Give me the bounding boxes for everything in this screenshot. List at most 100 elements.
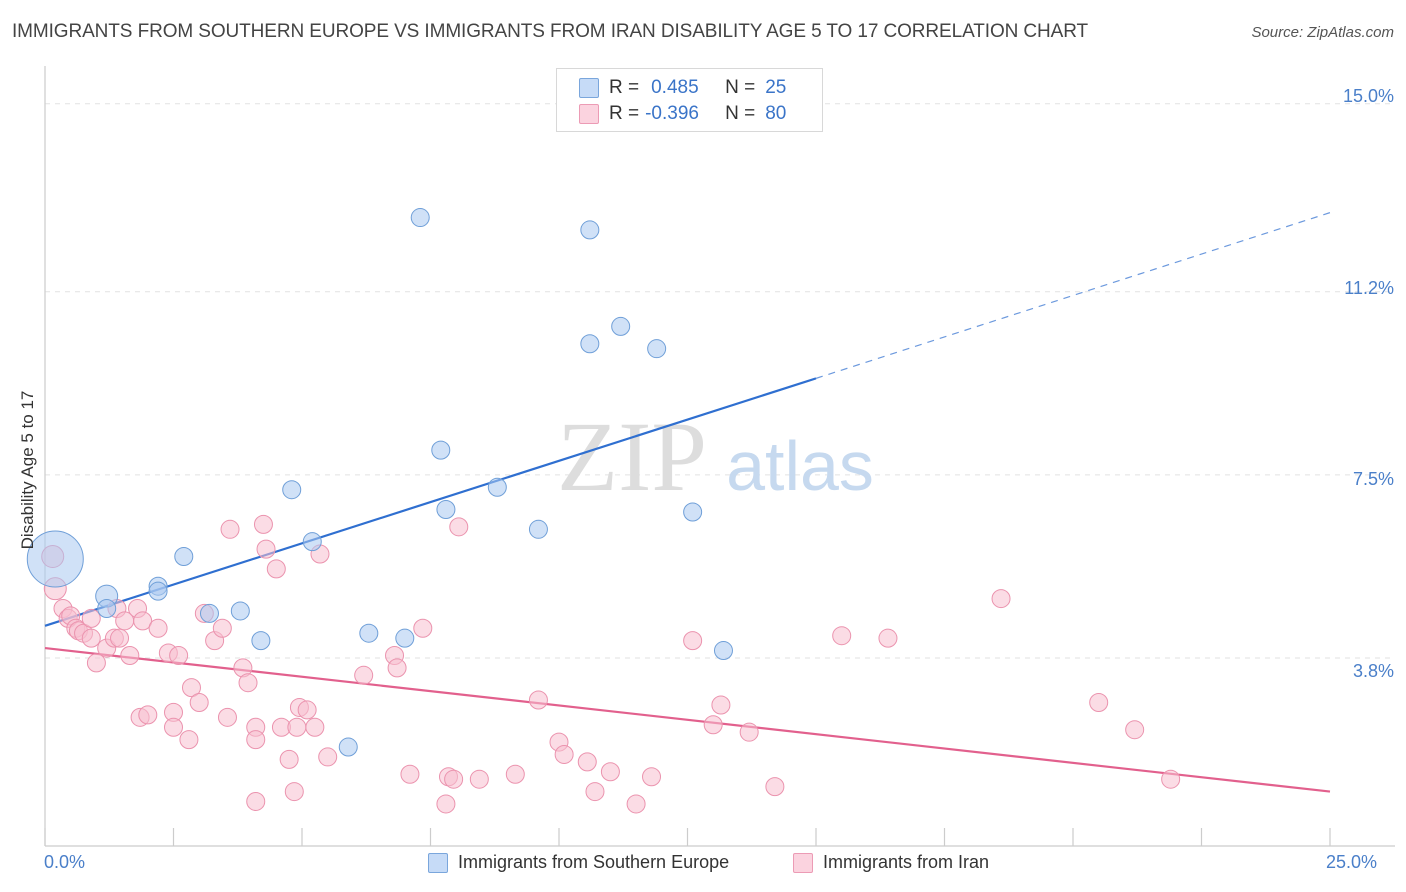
- bottom-legend-iran: Immigrants from Iran: [793, 852, 989, 873]
- data-point: [305, 717, 325, 737]
- data-points: [26, 208, 1181, 814]
- data-point: [444, 769, 464, 789]
- correlation-legend: R = 0.485 N = 25 R = -0.396 N = 80: [556, 68, 823, 132]
- data-point: [287, 717, 307, 737]
- data-point: [449, 517, 469, 537]
- watermark: ZIP atlas: [557, 401, 874, 512]
- gridlines: [45, 103, 1395, 659]
- data-point: [246, 730, 266, 750]
- data-point: [600, 762, 620, 782]
- data-point: [86, 653, 106, 673]
- bottom-legend-swatch-pink: [793, 852, 813, 873]
- bottom-legend-southern-europe: Immigrants from Southern Europe: [428, 852, 729, 873]
- data-point: [246, 791, 266, 811]
- data-point: [81, 628, 101, 648]
- data-point: [359, 623, 379, 643]
- data-point: [199, 603, 219, 623]
- data-point: [138, 705, 158, 725]
- data-point: [297, 700, 317, 720]
- bottom-legend-label: Immigrants from Southern Europe: [458, 852, 730, 872]
- data-point: [189, 692, 209, 712]
- data-point: [282, 480, 302, 500]
- legend-swatch-pink: [579, 104, 599, 124]
- data-point: [318, 747, 338, 767]
- legend-n-value: 80: [765, 103, 787, 124]
- data-point: [878, 628, 898, 648]
- data-point: [179, 730, 199, 750]
- data-point: [703, 715, 723, 735]
- data-point: [354, 665, 374, 685]
- data-point: [251, 631, 271, 651]
- data-point: [81, 608, 101, 628]
- data-point: [230, 601, 250, 621]
- trend-lines: [44, 212, 1331, 793]
- data-point: [164, 717, 183, 737]
- y-tick-label: 15.0%: [1342, 86, 1394, 106]
- data-point: [711, 695, 731, 715]
- data-point: [217, 707, 237, 727]
- data-point: [120, 645, 140, 665]
- y-axis-label: Disability Age 5 to 17: [18, 390, 37, 550]
- data-point: [400, 764, 420, 784]
- trend-line: [44, 646, 1331, 793]
- data-point: [148, 618, 168, 638]
- data-point: [181, 678, 201, 698]
- data-point: [1161, 769, 1181, 789]
- data-point: [585, 782, 605, 802]
- y-tick-label: 7.5%: [1352, 469, 1394, 489]
- data-point: [238, 673, 258, 693]
- legend-r-label: R =: [609, 77, 640, 98]
- data-point: [387, 658, 407, 678]
- data-point: [256, 539, 276, 559]
- data-point: [110, 628, 130, 648]
- data-point: [528, 690, 548, 710]
- data-point: [739, 722, 759, 742]
- data-point: [1089, 692, 1109, 712]
- data-point: [713, 641, 733, 661]
- data-point: [1125, 720, 1145, 740]
- data-point: [647, 339, 667, 359]
- data-point: [626, 794, 646, 814]
- trend-line: [44, 377, 817, 627]
- axes: [44, 66, 1395, 847]
- data-point: [284, 782, 304, 802]
- y-tick-label: 3.8%: [1352, 661, 1394, 681]
- watermark-zip: ZIP: [557, 401, 707, 512]
- legend-r-value: -0.396: [645, 103, 699, 124]
- y-tick-label: 11.2%: [1344, 278, 1394, 298]
- legend-r-label: R =: [609, 103, 640, 124]
- data-point: [431, 440, 451, 460]
- watermark-atlas: atlas: [726, 427, 874, 505]
- data-point: [436, 500, 456, 520]
- data-point: [991, 589, 1011, 609]
- data-point: [97, 598, 117, 618]
- legend-r-value: 0.485: [651, 77, 699, 98]
- data-point: [26, 530, 84, 588]
- bottom-legend-swatch-blue: [428, 852, 448, 873]
- data-point: [683, 631, 703, 651]
- data-point: [469, 769, 489, 789]
- data-point: [580, 220, 600, 240]
- data-point: [410, 208, 430, 228]
- data-point: [505, 764, 525, 784]
- trend-line-extension: [815, 212, 1331, 379]
- data-point: [174, 547, 194, 567]
- data-point: [253, 514, 273, 534]
- source-label: Source: ZipAtlas.com: [1251, 24, 1394, 41]
- data-point: [395, 628, 415, 648]
- legend-n-label: N =: [725, 103, 756, 124]
- legend-n-label: N =: [725, 77, 756, 98]
- legend-n-value: 25: [765, 77, 787, 98]
- data-point: [554, 744, 574, 764]
- x-tick-label: 0.0%: [44, 852, 86, 872]
- data-point: [266, 559, 286, 579]
- data-point: [436, 794, 456, 814]
- data-point: [133, 611, 153, 631]
- data-point: [528, 519, 548, 539]
- legend-swatch-blue: [579, 78, 599, 98]
- data-point: [487, 477, 507, 497]
- data-point: [765, 777, 785, 797]
- data-point: [279, 749, 299, 769]
- data-point: [148, 581, 168, 601]
- data-point: [580, 334, 600, 354]
